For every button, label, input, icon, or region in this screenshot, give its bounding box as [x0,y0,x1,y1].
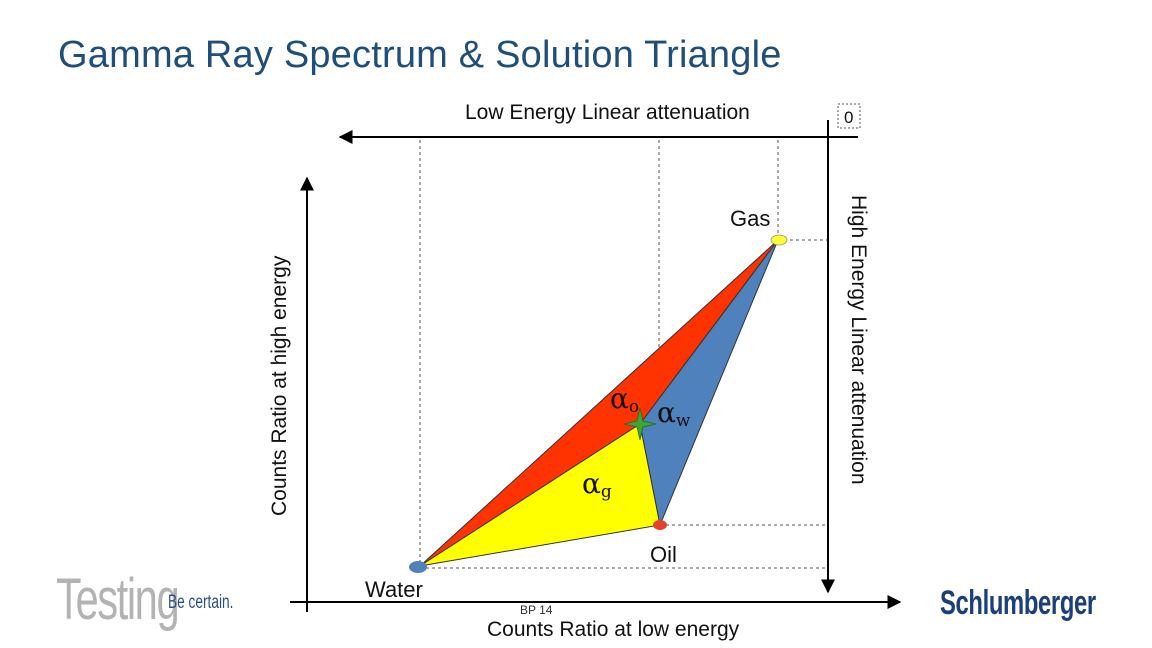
alpha-gas-label: αg [582,467,612,502]
yellow-region [419,423,661,567]
top-axis-label: Low Energy Linear attenuation [465,101,750,124]
alpha-oil-label: αo [610,382,639,417]
gas-label: Gas [730,206,770,231]
left-axis-label: Counts Ratio at high energy [268,255,291,516]
oil-marker [653,520,667,530]
bottom-axis-label: Counts Ratio at low energy [487,618,740,641]
testing-logo: Testing [56,567,180,632]
schlumberger-logo: Schlumberger [940,584,1096,622]
slide-title: Gamma Ray Spectrum & Solution Triangle [58,34,782,76]
water-marker [409,561,427,573]
gas-marker [770,234,788,246]
mixture-star-icon [623,407,657,441]
right-axis-label: High Energy Linear attenuation [847,195,870,485]
top-axis-zero-label: 0 [844,108,853,127]
slide-footer: BP 14 [520,603,553,617]
be-certain-tagline: Be certain. [168,592,234,613]
zero-label-box [837,103,861,129]
oil-label: Oil [650,542,677,567]
alpha-water-label: αw [657,396,691,431]
water-label: Water [365,577,423,602]
